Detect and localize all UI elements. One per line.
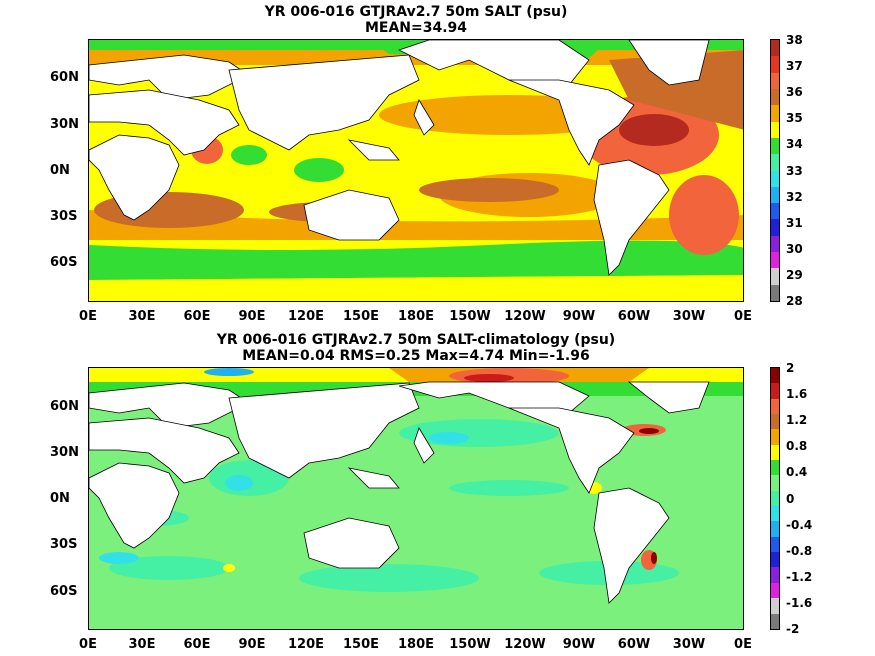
lon-label: 150W [449,637,491,652]
colorbar-swatch [771,154,779,171]
lon-label: 120E [287,637,325,652]
lon-label: 30W [672,309,706,324]
panel2-stats: MEAN=0.04 RMS=0.25 Max=4.74 Min=-1.96 [242,348,590,364]
lon-label: 90E [238,637,266,652]
colorbar-swatch [771,521,779,537]
lat-label-60n: 60N [50,399,79,414]
colorbar-tick-label: 29 [786,267,803,282]
salinity-map [88,39,744,302]
colorbar-swatch [771,368,779,384]
colorbar-swatch [771,582,779,599]
colorbar-swatch [771,219,779,236]
lon-label: 120E [287,309,325,324]
lon-label: 150E [342,309,380,324]
colorbar-swatch [771,284,779,301]
colorbar-tick-label: 0 [786,491,795,506]
lon-label: 150E [342,637,380,652]
colorbar [770,39,780,302]
lon-label: 150W [449,309,491,324]
colorbar-swatch [771,506,779,522]
colorbar-swatch [771,490,779,507]
lon-label: 60W [617,309,651,324]
lat-label-60n: 60N [50,70,79,85]
colorbar-swatch [771,383,779,399]
colorbar-tick-label: -2 [786,622,800,636]
lon-label: 90W [562,309,596,324]
colorbar-tick-label: 0.4 [786,465,808,480]
colorbar-tick-label: -0.8 [786,543,813,558]
salinity-anomaly-map [88,367,744,630]
lon-label: 60W [617,637,651,652]
colorbar-tick-label: -1.2 [786,569,813,584]
colorbar-swatch [771,186,779,204]
colorbar-tick-label: 32 [786,189,803,204]
colorbar-swatch [771,235,779,253]
panel1-title: YR 006-016 GTJRAv2.7 50m SALT (psu) [264,4,568,20]
colorbar-swatch [771,170,779,187]
colorbar-swatch [771,252,779,269]
lon-label: 120W [504,309,546,324]
lat-label-30n: 30N [50,117,79,132]
colorbar-tick-label: 28 [786,294,803,308]
colorbar-tick-label: 34 [786,137,803,152]
colorbar-tick-label: 1.2 [786,413,808,428]
colorbar-tick-label: 35 [786,111,803,126]
colorbar-tick-label: 0.8 [786,439,808,454]
colorbar [770,367,780,630]
colorbar-swatch [771,552,779,568]
lon-label: 60E [183,309,211,324]
colorbar-swatch [771,429,779,445]
colorbar-swatch [771,88,779,106]
colorbar-swatch [771,56,779,73]
colorbar-tick-label: 1.6 [786,387,808,402]
colorbar-tick-label: 38 [786,33,803,47]
colorbar-swatch [771,414,779,430]
colorbar-tick-label: -1.6 [786,595,813,610]
colorbar-tick-label: 37 [786,59,803,74]
lon-label: 180E [397,309,435,324]
colorbar-swatch [771,121,779,138]
colorbar-swatch [771,398,779,415]
colorbar-swatch [771,536,779,553]
lat-label-30s: 30S [50,537,78,552]
colorbar-swatch [771,72,779,89]
colorbar-swatch [771,203,779,220]
colorbar-swatch [771,137,779,155]
colorbar-swatch [771,40,779,57]
lon-label: 0E [734,637,752,652]
lat-label-30s: 30S [50,209,78,224]
colorbar-swatch [771,613,779,629]
colorbar-swatch [771,460,779,476]
lon-label: 0E [79,309,97,324]
colorbar-swatch [771,268,779,285]
lat-label-0n: 0N [50,491,70,506]
colorbar-swatch [771,475,779,491]
lon-label: 60E [183,637,211,652]
lon-label: 90E [238,309,266,324]
lon-label: 120W [504,637,546,652]
lon-label: 90W [562,637,596,652]
colorbar-tick-label: 31 [786,215,803,230]
panel2-title: YR 006-016 GTJRAv2.7 50m SALT-climatolog… [216,332,616,348]
lat-label-60s: 60S [50,584,78,599]
lon-label: 0E [79,637,97,652]
colorbar-swatch [771,567,779,583]
colorbar-tick-label: 36 [786,85,803,100]
colorbar-swatch [771,444,779,461]
colorbar-tick-label: 2 [786,361,795,375]
lon-label: 0E [734,309,752,324]
lat-label-30n: 30N [50,445,79,460]
lon-label: 30W [672,637,706,652]
colorbar-tick-label: -0.4 [786,517,813,532]
panel1-mean: MEAN=34.94 [364,20,468,36]
lon-label: 30E [128,309,156,324]
lat-label-60s: 60S [50,255,78,270]
colorbar-tick-label: 30 [786,241,803,256]
colorbar-tick-label: 33 [786,163,803,178]
lon-label: 30E [128,637,156,652]
colorbar-swatch [771,105,779,122]
lat-label-0n: 0N [50,163,70,178]
colorbar-swatch [771,598,779,614]
lon-label: 180E [397,637,435,652]
